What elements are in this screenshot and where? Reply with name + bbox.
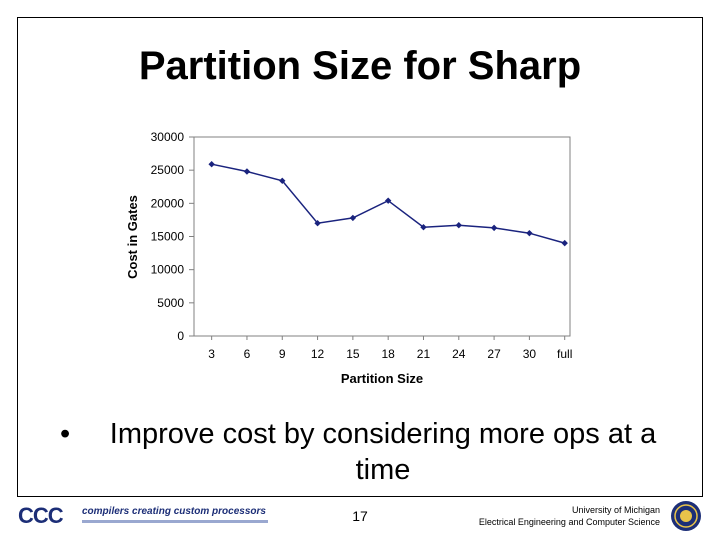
x-tick-label: 21 bbox=[417, 347, 431, 361]
line-chart: 0 5000 10000 15000 20000 25000 30000 3 6 9 12 15 18… bbox=[125, 130, 572, 386]
x-axis-label: Partition Size bbox=[341, 371, 423, 386]
logo-tagline: compilers creating custom processors bbox=[82, 506, 266, 517]
x-tick-label: 12 bbox=[311, 347, 325, 361]
data-point bbox=[349, 214, 357, 222]
y-axis-label: Cost in Gates bbox=[125, 195, 140, 279]
data-point bbox=[384, 197, 392, 204]
x-tick-label: 27 bbox=[487, 347, 501, 361]
data-point bbox=[314, 220, 321, 227]
data-point bbox=[526, 229, 533, 237]
y-tick-label: 15000 bbox=[151, 230, 185, 244]
x-tick-label: 15 bbox=[346, 347, 360, 361]
y-tick-label: 20000 bbox=[151, 196, 185, 210]
x-tick-label: 3 bbox=[208, 347, 215, 361]
data-point bbox=[490, 224, 498, 232]
y-tick-label: 0 bbox=[177, 329, 184, 343]
y-tick-label: 5000 bbox=[157, 296, 184, 310]
data-point bbox=[420, 224, 427, 231]
bullet-text: Improve cost by considering more ops at … bbox=[109, 418, 657, 486]
data-point bbox=[279, 177, 286, 184]
x-tick-label: 9 bbox=[279, 347, 286, 361]
university-name: University of Michigan bbox=[571, 505, 660, 515]
page-number: 17 bbox=[352, 508, 368, 524]
y-axis: 0 5000 10000 15000 20000 25000 30000 bbox=[151, 130, 194, 343]
x-tick-label: 24 bbox=[452, 347, 466, 361]
bullet-marker: • bbox=[60, 418, 71, 450]
data-point bbox=[561, 239, 568, 247]
data-point bbox=[243, 168, 251, 175]
x-tick-label: 18 bbox=[381, 347, 395, 361]
y-tick-label: 10000 bbox=[151, 263, 185, 277]
logo-underline bbox=[82, 520, 268, 523]
bullet-point: • Improve cost by considering more ops a… bbox=[60, 416, 680, 488]
plot-area bbox=[193, 136, 571, 337]
department-name: Electrical Engineering and Computer Scie… bbox=[478, 517, 660, 527]
data-point bbox=[208, 160, 215, 168]
data-point bbox=[455, 222, 462, 229]
x-axis: 3 6 9 12 15 18 21 24 27 30 full bbox=[208, 336, 572, 361]
x-tick-label: 6 bbox=[244, 347, 251, 361]
slide-title: Partition Size for Sharp bbox=[138, 44, 582, 88]
y-tick-label: 30000 bbox=[151, 130, 185, 144]
slide-frame bbox=[17, 17, 703, 497]
x-tick-label: 30 bbox=[523, 347, 537, 361]
logo-mark: CCC bbox=[18, 503, 64, 528]
university-credit: University of Michigan Electrical Engine… bbox=[479, 504, 660, 528]
ccc-logo: CCC compilers creating custom processors bbox=[18, 503, 268, 531]
x-tick-label: full bbox=[557, 347, 572, 361]
series-group bbox=[208, 160, 568, 247]
university-seal-icon bbox=[671, 501, 701, 531]
y-tick-label: 25000 bbox=[151, 163, 185, 177]
